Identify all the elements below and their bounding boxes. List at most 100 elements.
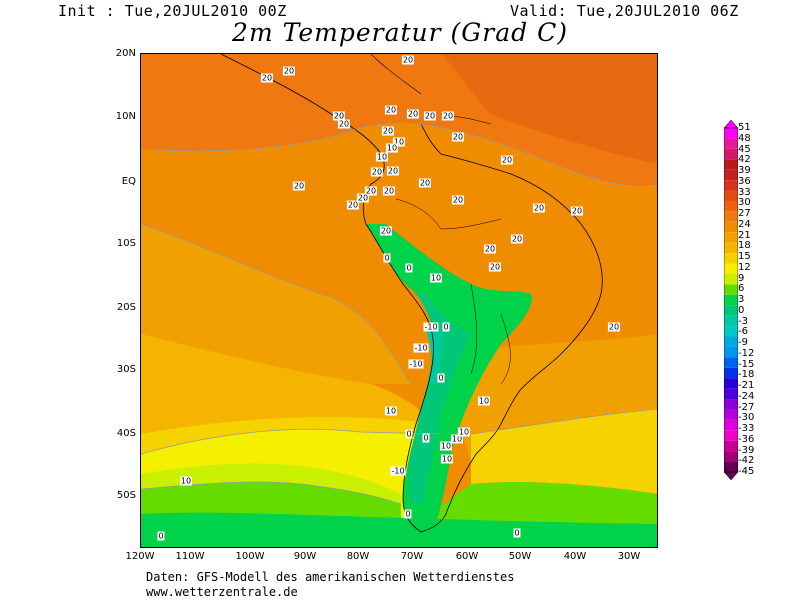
contour-label: 20 (532, 203, 546, 213)
andes-coldest-zone (423, 324, 442, 384)
contour-label: 20 (332, 111, 346, 121)
legend-label: 45 (738, 143, 751, 155)
legend-label: 39 (738, 165, 751, 176)
band-30-north (441, 54, 657, 164)
contour-label: 10 (457, 427, 471, 437)
legend-swatch (724, 273, 738, 285)
legend-swatch (724, 253, 738, 264)
lon-label: 50W (508, 551, 532, 562)
source-line: Daten: GFS-Modell des amerikanischen Wet… (146, 570, 515, 584)
contour-label: 0 (383, 253, 391, 263)
legend-label: -18 (738, 369, 755, 381)
legend-swatch (724, 180, 738, 191)
legend-swatch (724, 169, 738, 181)
contour-label: 20 (384, 105, 398, 115)
contour-label: 10 (375, 152, 389, 162)
legend-label: 24 (738, 218, 751, 230)
lon-label: 60W (455, 551, 479, 562)
country-borders (395, 198, 511, 385)
legend-label: 48 (738, 132, 751, 144)
contour-label: 0 (513, 528, 521, 538)
lon-label: 90W (293, 551, 317, 562)
temperature-map: 20 20 20 20 20 20 20 20 20 20 20 20 10 1… (140, 53, 658, 548)
contour-label: 20 (337, 119, 351, 129)
legend-bottom-arrow (724, 471, 738, 480)
map-title: 2m Temperatur (Grad C) (232, 18, 568, 47)
contour-label: 20 (292, 181, 306, 191)
contour-label: 20 (451, 195, 465, 205)
lon-label: 110W (175, 551, 205, 562)
legend-swatch (724, 357, 738, 368)
lon-label: 80W (346, 551, 370, 562)
legend-label: 6 (738, 283, 745, 295)
contour-label: 20 (386, 166, 400, 176)
legend-top-arrow (724, 120, 738, 129)
legend-label: 3 (738, 294, 745, 305)
legend-swatch (724, 305, 738, 316)
band-15-18-east (471, 409, 657, 494)
contour-label: 10 (385, 143, 399, 153)
legend-label: -21 (738, 380, 755, 391)
contour-label: 20 (401, 55, 415, 65)
legend-outline (724, 127, 738, 473)
legend-label: -30 (738, 412, 755, 424)
contour-label: 0 (404, 509, 412, 519)
legend-label: -36 (738, 433, 755, 445)
contour-label: 20 (356, 193, 370, 203)
legend-label: -6 (738, 326, 748, 338)
temperature-field (141, 54, 657, 547)
legend-label: -42 (738, 455, 755, 467)
legend-swatch (724, 346, 738, 358)
legend-swatch (724, 284, 738, 295)
lat-label: 20N (115, 48, 136, 59)
contour-label: 20 (282, 66, 296, 76)
legend-swatch (724, 232, 738, 243)
contour-label: 0 (422, 433, 430, 443)
lat-label: 10N (115, 111, 136, 122)
lat-label: 30S (116, 364, 136, 375)
contour-label: 20 (379, 226, 393, 236)
legend-swatch (724, 315, 738, 327)
contour-label: 20 (346, 200, 360, 210)
contour-label: 20 (370, 167, 384, 177)
contour-label: 20 (382, 186, 396, 196)
contour-label: 20 (500, 155, 514, 165)
legend-label: 0 (738, 304, 745, 316)
legend-label: 12 (738, 261, 751, 273)
legend-label: -45 (738, 466, 755, 477)
legend-swatch (724, 221, 738, 233)
legend-swatch (724, 159, 738, 170)
legend-swatch (724, 461, 738, 472)
legend-swatch (724, 378, 738, 389)
contour-label: 20 (488, 262, 502, 272)
lon-label: 100W (235, 551, 265, 562)
legend-label: 36 (738, 175, 751, 187)
andes-colder-zone (408, 294, 471, 504)
legend-swatch (724, 409, 738, 420)
legend-swatch (724, 242, 738, 254)
contour-label: 20 (570, 206, 584, 216)
legend-label: 27 (738, 208, 751, 219)
contour-label: 10 (477, 396, 491, 406)
legend-swatch (724, 190, 738, 201)
contour-label: 0 (437, 373, 445, 383)
legend-label: 30 (738, 197, 751, 209)
contour-label: 10 (179, 476, 193, 486)
color-scale-bar (724, 120, 738, 480)
contour-label: 10 (384, 406, 398, 416)
init-time-label: Init : Tue,20JUL2010 00Z (58, 2, 287, 20)
contour-label: 20 (510, 234, 524, 244)
legend-label: -15 (738, 358, 755, 370)
contour-line-24 (141, 223, 412, 385)
legend-swatch (724, 399, 738, 410)
lon-label: 120W (125, 551, 155, 562)
legend-label: 33 (738, 186, 751, 198)
contour-line-27 (141, 122, 657, 187)
lat-label: 50S (116, 490, 136, 501)
lon-label: 70W (400, 551, 424, 562)
contour-label: 10 (450, 434, 464, 444)
legend-swatch (724, 440, 738, 452)
central-america-coast (370, 54, 422, 95)
contour-label: 10 (392, 137, 406, 147)
contour-label: 10 (440, 454, 454, 464)
